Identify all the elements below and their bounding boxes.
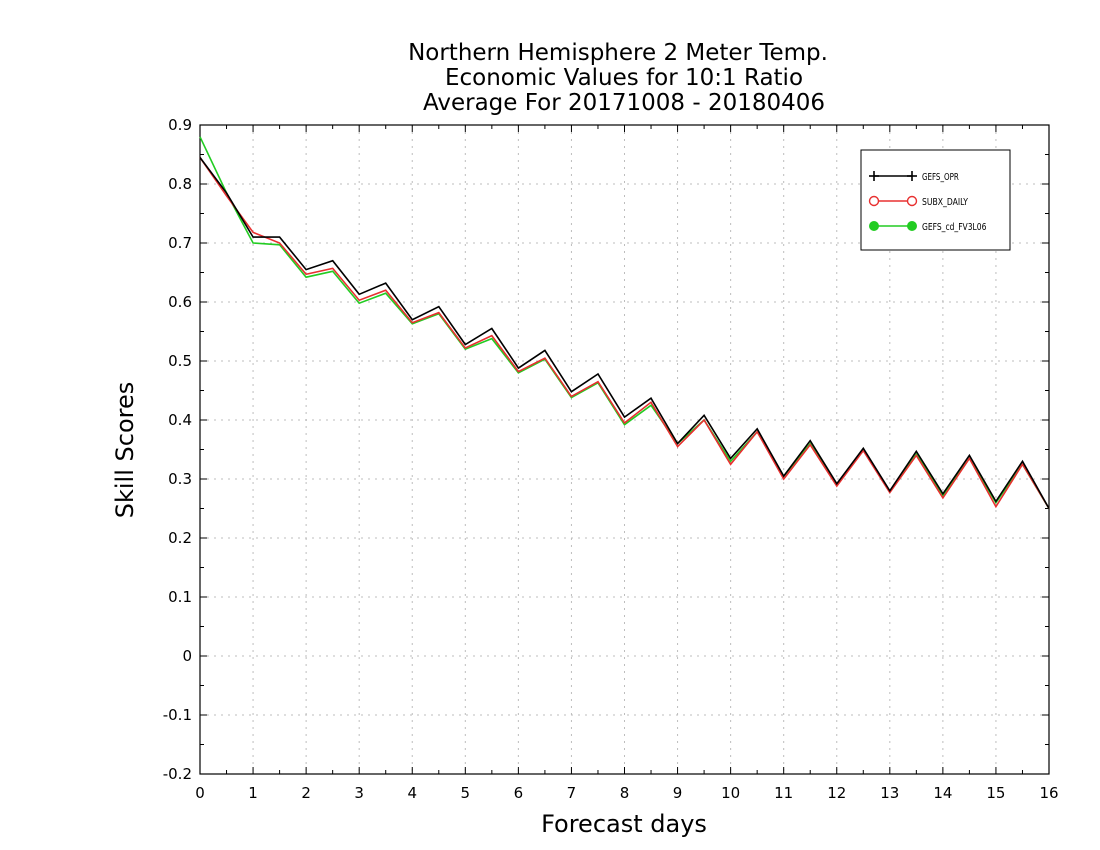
chart-title-line-2: Economic Values for 10:1 Ratio <box>445 65 803 91</box>
x-tick-label: 11 <box>774 784 793 802</box>
y-tick-label: 0.1 <box>168 588 192 606</box>
y-tick-label: 0.8 <box>168 175 192 193</box>
y-tick-label: -0.1 <box>163 706 192 724</box>
x-axis-tick-labels: 0 1 2 3 4 5 6 7 8 9 10 11 12 13 14 15 16 <box>195 784 1058 802</box>
legend-marker-open-circle <box>868 195 880 207</box>
legend-label-subx-daily: SUBX_DAILY <box>922 197 968 208</box>
x-tick-label: 0 <box>195 784 205 802</box>
y-tick-label: 0.2 <box>168 529 192 547</box>
x-tick-label: 13 <box>880 784 899 802</box>
y-tick-label: 0.9 <box>168 116 192 134</box>
series-lines <box>199 136 1050 509</box>
x-tick-label: 8 <box>620 784 630 802</box>
y-axis-tick-labels: 0.9 0.8 0.7 0.6 0.5 0.4 0.3 0.2 0.1 0 -0.1 -0.2 <box>163 116 192 783</box>
y-tick-label: -0.2 <box>163 765 192 783</box>
series-line-subx-daily <box>199 157 1050 509</box>
x-tick-label: 6 <box>514 784 524 802</box>
x-tick-label: 16 <box>1039 784 1058 802</box>
x-tick-label: 3 <box>354 784 364 802</box>
y-tick-label: 0.3 <box>168 470 192 488</box>
x-tick-label: 4 <box>407 784 417 802</box>
legend-box <box>860 149 1011 251</box>
y-tick-label: 0.5 <box>168 352 192 370</box>
chart-title-line-1: Northern Hemisphere 2 Meter Temp. <box>408 40 828 66</box>
y-tick-label: 0.7 <box>168 234 192 252</box>
y-tick-label: 0 <box>182 647 192 665</box>
legend-marker-open-circle <box>906 195 918 207</box>
x-tick-label: 9 <box>673 784 683 802</box>
chart-title-line-3: Average For 20171008 - 20180406 <box>423 90 825 116</box>
legend-marker-filled-circle <box>869 221 879 231</box>
x-tick-label: 10 <box>721 784 740 802</box>
y-tick-label: 0.6 <box>168 293 192 311</box>
x-tick-label: 2 <box>301 784 311 802</box>
y-tick-label: 0.4 <box>168 411 192 429</box>
x-tick-label: 12 <box>827 784 846 802</box>
x-tick-label: 5 <box>461 784 471 802</box>
x-tick-label: 15 <box>986 784 1005 802</box>
x-tick-label: 14 <box>933 784 952 802</box>
legend-marker-filled-circle <box>907 221 917 231</box>
legend-label-gefs-cd-fv3l06: GEFS_cd_FV3L06 <box>922 222 987 233</box>
x-tick-label: 7 <box>567 784 577 802</box>
legend: GEFS_OPR SUBX_DAILY GEFS_cd_FV3L06 <box>860 149 1011 251</box>
x-axis-label: Forecast days <box>541 810 707 838</box>
legend-label-gefs-opr: GEFS_OPR <box>922 172 959 183</box>
y-axis-label: Skill Scores <box>111 382 139 519</box>
x-tick-label: 1 <box>248 784 258 802</box>
series-line-gefs-opr <box>199 157 1050 509</box>
chart-title: Northern Hemisphere 2 Meter Temp. Econom… <box>408 40 828 116</box>
axis-ticks <box>199 124 1050 775</box>
